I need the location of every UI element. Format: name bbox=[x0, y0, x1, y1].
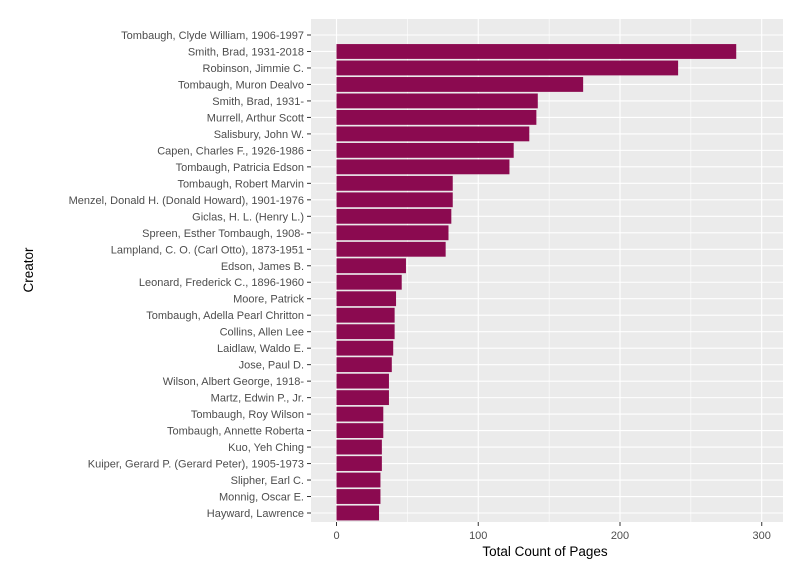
bar bbox=[336, 142, 514, 158]
bar bbox=[336, 60, 679, 76]
bar bbox=[336, 390, 389, 406]
x-tick-label: 300 bbox=[753, 530, 771, 542]
y-tick-label: Martz, Edwin P., Jr. bbox=[211, 393, 304, 405]
y-tick-label: Tombaugh, Annette Roberta bbox=[167, 426, 305, 438]
bar bbox=[336, 126, 530, 142]
bar bbox=[336, 109, 537, 125]
y-tick-label: Hayward, Lawrence bbox=[207, 508, 304, 520]
y-tick-label: Lampland, C. O. (Carl Otto), 1873-1951 bbox=[111, 244, 304, 256]
bar bbox=[336, 258, 406, 274]
y-tick-label: Salisbury, John W. bbox=[214, 129, 304, 141]
y-tick-label: Kuiper, Gerard P. (Gerard Peter), 1905-1… bbox=[88, 459, 304, 471]
x-tick-label: 0 bbox=[333, 530, 339, 542]
y-tick-label: Tombaugh, Patricia Edson bbox=[176, 162, 304, 174]
y-tick-label: Giclas, H. L. (Henry L.) bbox=[192, 211, 304, 223]
bar bbox=[336, 93, 538, 109]
bar bbox=[336, 423, 384, 439]
bar bbox=[336, 274, 402, 290]
y-tick-label: Spreen, Esther Tombaugh, 1908- bbox=[142, 228, 304, 240]
bar bbox=[336, 291, 397, 307]
bar bbox=[336, 307, 395, 323]
bar bbox=[336, 340, 394, 356]
y-tick-label: Tombaugh, Clyde William, 1906-1997 bbox=[121, 30, 304, 42]
y-tick-label: Tombaugh, Roy Wilson bbox=[191, 409, 304, 421]
y-tick-label: Capen, Charles F., 1926-1986 bbox=[157, 145, 304, 157]
bar bbox=[336, 175, 453, 191]
y-tick-label: Smith, Brad, 1931-2018 bbox=[188, 46, 304, 58]
bar bbox=[336, 241, 446, 257]
y-tick-label: Monnig, Oscar E. bbox=[219, 492, 304, 504]
y-tick-label: Tombaugh, Adella Pearl Chritton bbox=[146, 310, 304, 322]
y-tick-label: Tombaugh, Muron Dealvo bbox=[178, 79, 304, 91]
y-tick-label: Kuo, Yeh Ching bbox=[228, 442, 304, 454]
bar bbox=[336, 489, 381, 504]
y-tick-label: Wilson, Albert George, 1918- bbox=[163, 376, 305, 388]
y-tick-label: Edson, James B. bbox=[221, 261, 304, 273]
y-tick-label: Robinson, Jimmie C. bbox=[203, 63, 304, 75]
x-tick-label: 200 bbox=[611, 530, 629, 542]
bar bbox=[336, 456, 382, 471]
bar bbox=[336, 472, 381, 488]
bar bbox=[336, 373, 389, 389]
bar bbox=[336, 44, 737, 59]
bar bbox=[336, 208, 452, 224]
y-tick-label: Moore, Patrick bbox=[233, 294, 304, 306]
y-tick-label: Jose, Paul D. bbox=[239, 360, 304, 372]
bar bbox=[336, 357, 392, 373]
y-tick-label: Laidlaw, Waldo E. bbox=[217, 343, 304, 355]
y-tick-label: Smith, Brad, 1931- bbox=[212, 96, 304, 108]
y-axis-title: Creator bbox=[21, 247, 36, 293]
bar bbox=[336, 77, 584, 92]
x-axis-ticks: 0 100 200 300 bbox=[333, 522, 771, 542]
y-axis-ticks: Tombaugh, Clyde William, 1906-1997 Smith,… bbox=[69, 30, 311, 520]
y-tick-label: Slipher, Earl C. bbox=[231, 475, 304, 487]
bar bbox=[336, 192, 453, 208]
y-tick-label: Leonard, Frederick C., 1896-1960 bbox=[139, 277, 304, 289]
bar bbox=[336, 505, 380, 521]
y-tick-label: Tombaugh, Robert Marvin bbox=[177, 178, 304, 190]
y-tick-label: Menzel, Donald H. (Donald Howard), 1901-… bbox=[69, 195, 304, 207]
y-tick-label: Collins, Allen Lee bbox=[220, 327, 304, 339]
bar bbox=[336, 439, 382, 455]
bar bbox=[336, 225, 449, 241]
x-axis-title: Total Count of Pages bbox=[482, 544, 608, 559]
bars bbox=[336, 44, 737, 521]
y-tick-label: Murrell, Arthur Scott bbox=[207, 112, 304, 124]
x-tick-label: 100 bbox=[469, 530, 487, 542]
bar bbox=[336, 406, 384, 422]
bar bbox=[336, 159, 510, 175]
bar bbox=[336, 324, 395, 340]
